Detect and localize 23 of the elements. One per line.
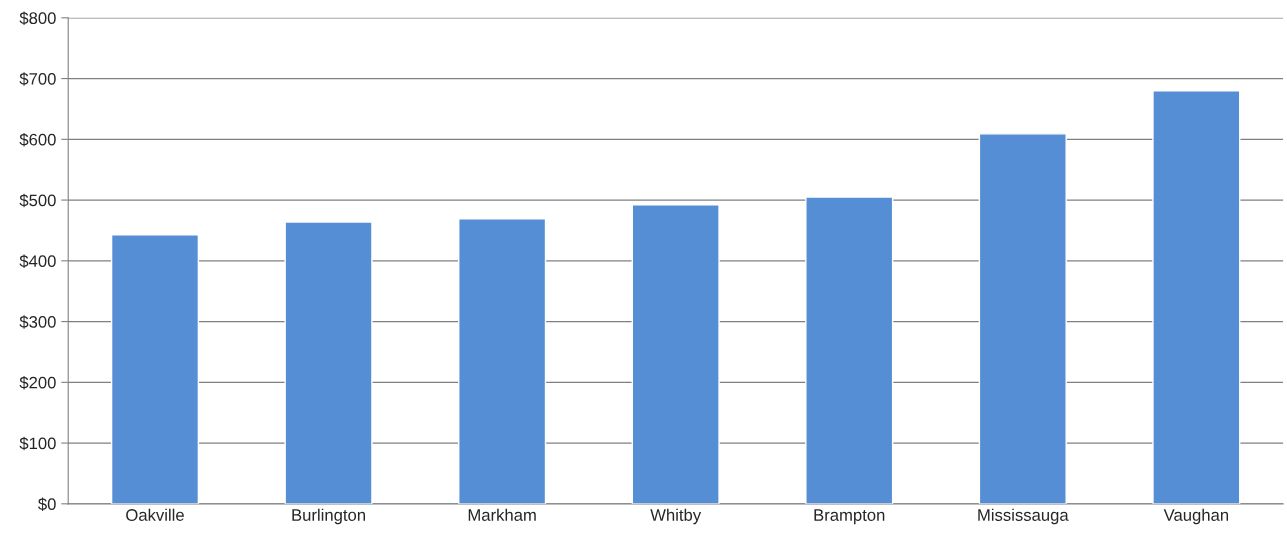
bar [805,196,894,504]
y-tick-label: $500 [19,193,56,208]
y-tick-label: $600 [19,133,56,147]
y-tick-label: $300 [19,315,56,329]
bar [631,204,720,504]
x-tick-label: Mississauga [978,508,1069,525]
y-tick-label: $800 [19,11,56,26]
bar [284,221,373,504]
y-tick-label: $0 [38,497,56,512]
y-tick-label: $200 [19,376,56,390]
x-tick-label: Burlington [292,508,365,525]
bar [110,234,200,504]
y-tick-label: $100 [19,436,56,451]
bar [978,133,1067,504]
x-tick-label: Markham [468,508,536,521]
y-tick-label: $700 [19,72,56,86]
x-tick-label: Brampton [814,509,885,525]
bar [1152,90,1241,504]
y-tick-label: $400 [19,254,56,269]
bar [458,218,547,504]
x-tick-label: Whitby [650,508,702,525]
x-tick-label: Vaughan [1163,508,1229,525]
x-tick-label: Oakville [126,508,184,521]
